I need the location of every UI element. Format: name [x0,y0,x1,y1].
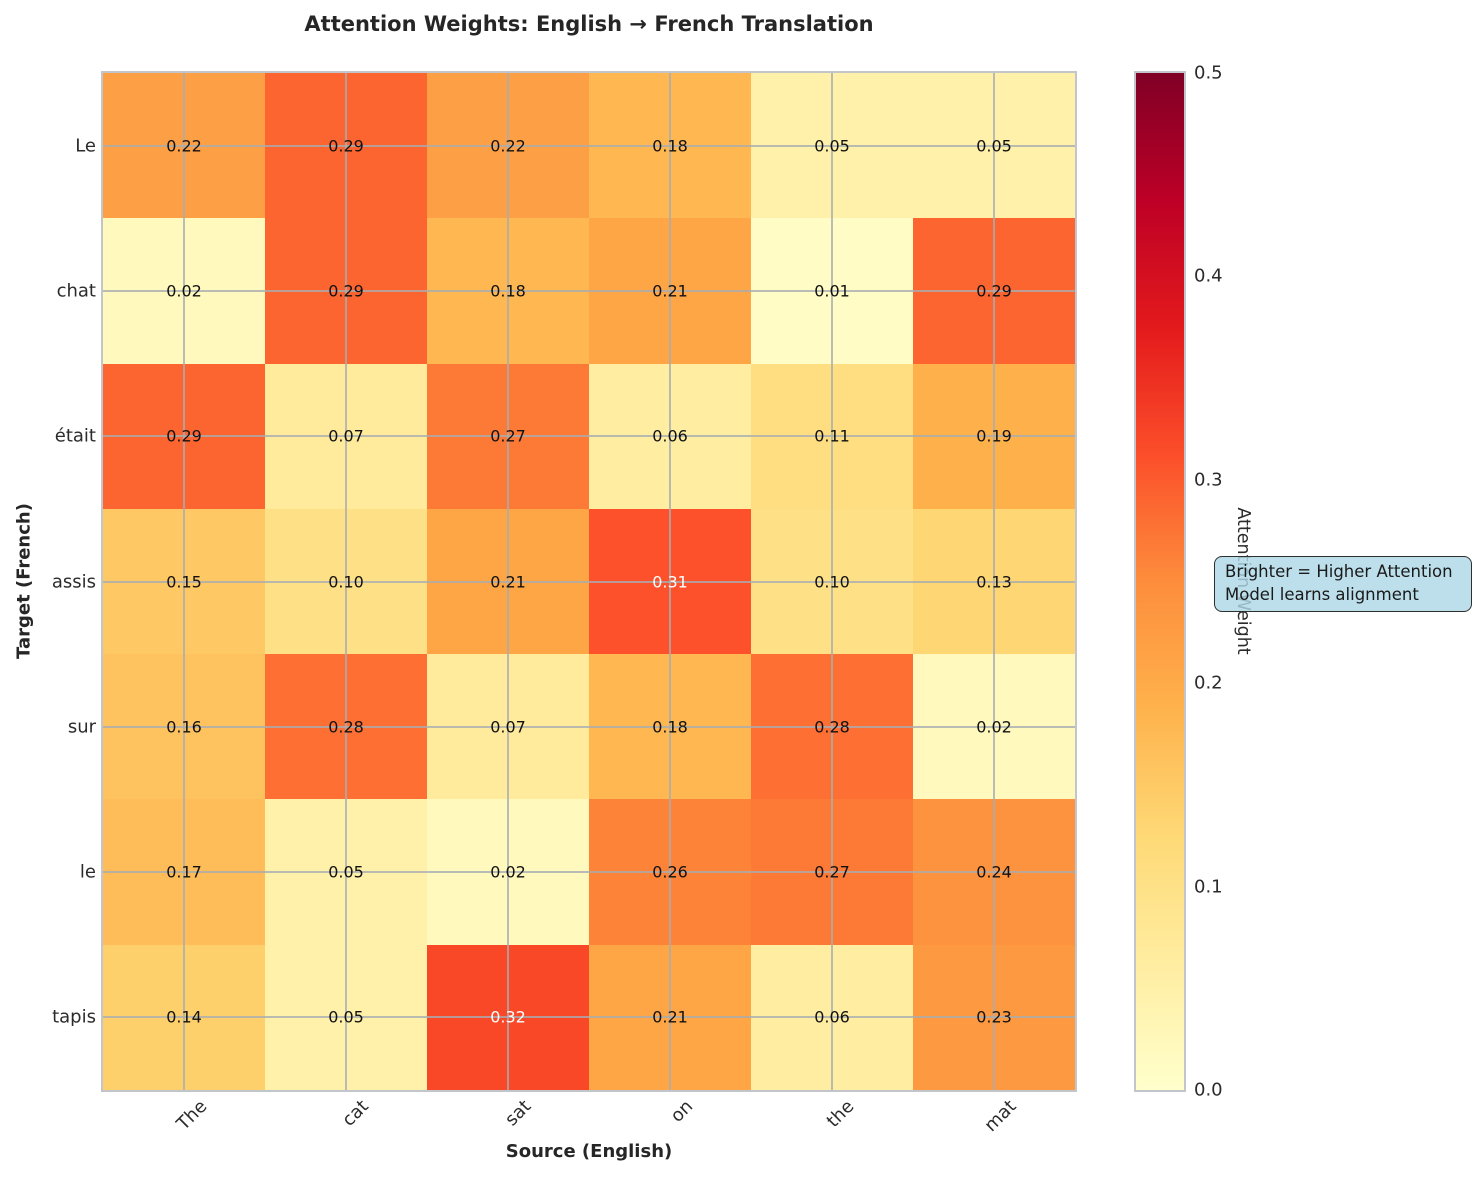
x-axis-title: Source (English) [505,1141,673,1162]
cell-value: 0.16 [166,717,202,737]
gridline-horizontal [103,289,1075,292]
gridline-horizontal [103,580,1075,583]
cell-value: 0.28 [328,717,364,737]
cell-value: 0.29 [328,281,364,301]
y-tick-label: assis [51,571,96,592]
cell-value: 0.21 [652,1007,688,1027]
cell-value: 0.26 [652,862,688,882]
cell-value: 0.19 [976,426,1012,446]
y-tick-label: était [54,425,96,447]
cell-value: 0.28 [814,717,850,737]
cell-value: 0.27 [814,862,850,882]
colorbar-tick-label: 0.2 [1194,672,1223,694]
gridline-horizontal [103,144,1075,147]
y-tick-label: chat [56,280,96,302]
cell-value: 0.22 [490,136,526,156]
annotation-box: Brighter = Higher Attention Model learns… [1214,556,1472,612]
annotation-line-1: Brighter = Higher Attention [1225,562,1453,581]
gridline-horizontal [103,1016,1075,1019]
cell-value: 0.18 [652,717,688,737]
x-tick-label: The [172,1096,211,1135]
colorbar-tick-label: 0.5 [1194,62,1223,84]
cell-value: 0.29 [976,281,1012,301]
cell-value: 0.22 [166,136,202,156]
gridline-horizontal [103,871,1075,874]
cell-value: 0.05 [328,862,364,882]
heatmap-plot-area: 0.22 0.29 0.22 0.18 0.05 0.05 0.02 0.29 0.18 0.21… [101,71,1077,1092]
y-tick-label: tapis [52,1006,96,1028]
cell-value: 0.27 [490,426,526,446]
cell-value: 0.14 [166,1007,202,1027]
cell-value: 0.10 [814,572,850,591]
cell-value: 0.06 [814,1007,850,1027]
cell-value: 0.15 [166,572,202,591]
x-tick-label: sat [500,1096,535,1131]
gridline-horizontal [103,435,1075,438]
colorbar-tick-label: 0.3 [1194,469,1223,491]
cell-value: 0.18 [490,281,526,301]
cell-value: 0.02 [166,281,202,301]
cell-value: 0.17 [166,862,202,882]
colorbar-tick-label: 0.4 [1194,265,1223,287]
colorbar [1134,71,1186,1092]
cell-value: 0.05 [328,1007,364,1027]
cell-value: 0.21 [490,572,526,591]
cell-value: 0.13 [976,572,1012,591]
cell-value: 0.07 [328,426,364,446]
gridline-horizontal [103,725,1075,728]
cell-value: 0.31 [652,572,688,591]
cell-value: 0.10 [328,572,364,591]
cell-value: 0.07 [490,717,526,737]
cell-value: 0.02 [490,862,526,882]
cell-value: 0.01 [814,281,850,301]
colorbar-tick-label: 0.1 [1194,876,1223,898]
cell-value: 0.24 [976,862,1012,882]
x-tick-label: the [823,1096,859,1132]
cell-value: 0.23 [976,1007,1012,1027]
x-tick-label: cat [338,1096,373,1131]
colorbar-tick-label: 0.0 [1194,1079,1223,1101]
x-tick-label: mat [980,1096,1021,1137]
annotation-line-2: Model learns alignment [1225,585,1419,604]
y-tick-label: le [79,861,96,883]
chart-title: Attention Weights: English → French Tran… [304,12,874,36]
x-tick-label: on [666,1096,697,1127]
cell-value: 0.18 [652,136,688,156]
cell-value: 0.02 [976,717,1012,737]
cell-value: 0.29 [166,426,202,446]
cell-value: 0.29 [328,136,364,156]
cell-value: 0.11 [814,426,850,446]
y-tick-label: sur [67,716,96,738]
cell-value: 0.06 [652,426,688,446]
cell-value: 0.05 [814,136,850,156]
cell-value: 0.21 [652,281,688,301]
cell-value: 0.05 [976,136,1012,156]
y-tick-label: Le [75,135,96,157]
cell-value: 0.32 [490,1007,526,1027]
